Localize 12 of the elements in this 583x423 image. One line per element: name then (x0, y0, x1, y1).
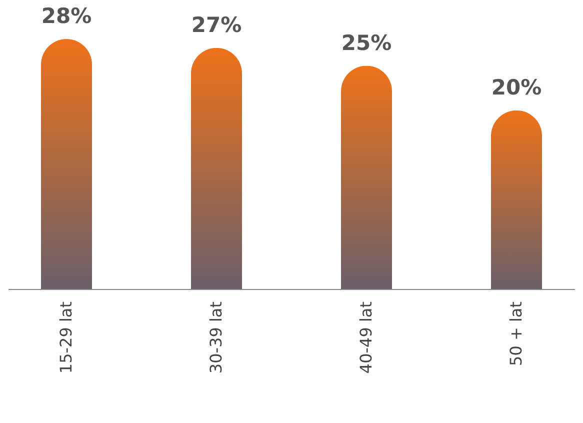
data-label: 25% (341, 30, 392, 55)
bar (191, 48, 242, 289)
x-tick-label: 50 + lat (506, 302, 526, 366)
x-tick-label: 30-39 lat (206, 302, 226, 374)
x-tick-label: 15-29 lat (56, 302, 76, 374)
data-label: 20% (491, 75, 542, 100)
bar (341, 66, 392, 289)
bar (491, 110, 542, 289)
bar (41, 39, 92, 289)
data-label: 27% (191, 12, 242, 37)
x-tick-label: 40-49 lat (356, 302, 376, 374)
data-label: 28% (41, 4, 92, 28)
